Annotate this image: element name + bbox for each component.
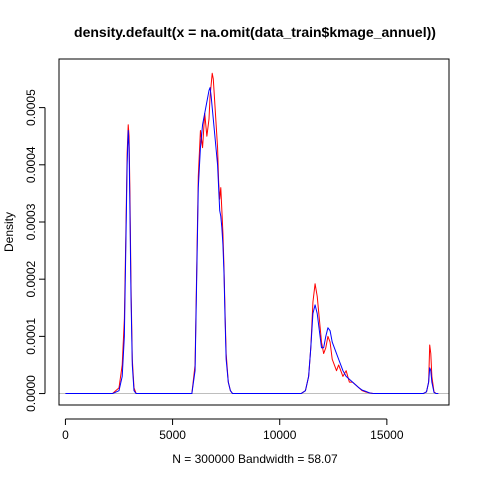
y-tick-label: 0.0005 — [24, 89, 38, 126]
x-axis: 0 5000 10000 15000 — [62, 418, 404, 442]
plot-frame — [58, 58, 450, 406]
y-axis-label: Density — [2, 212, 16, 252]
x-tick-label: 5000 — [159, 428, 186, 442]
x-tick-label: 10000 — [263, 428, 297, 442]
y-tick-label: 0.0004 — [24, 146, 38, 183]
y-tick-label: 0.0000 — [24, 375, 38, 412]
chart-title: density.default(x = na.omit(data_train$k… — [74, 24, 436, 40]
series-layer — [65, 72, 439, 395]
y-tick-label: 0.0001 — [24, 318, 38, 355]
y-axis: 0.0000 0.0001 0.0002 0.0003 0.0004 0.0005 — [24, 89, 46, 412]
x-axis-label: N = 300000 Bandwidth = 58.07 — [172, 452, 338, 466]
y-tick-label: 0.0002 — [24, 261, 38, 298]
y-tick-label: 0.0003 — [24, 203, 38, 240]
x-tick-label: 15000 — [370, 428, 404, 442]
density-series-2 — [65, 87, 439, 395]
x-tick-label: 0 — [62, 428, 69, 442]
